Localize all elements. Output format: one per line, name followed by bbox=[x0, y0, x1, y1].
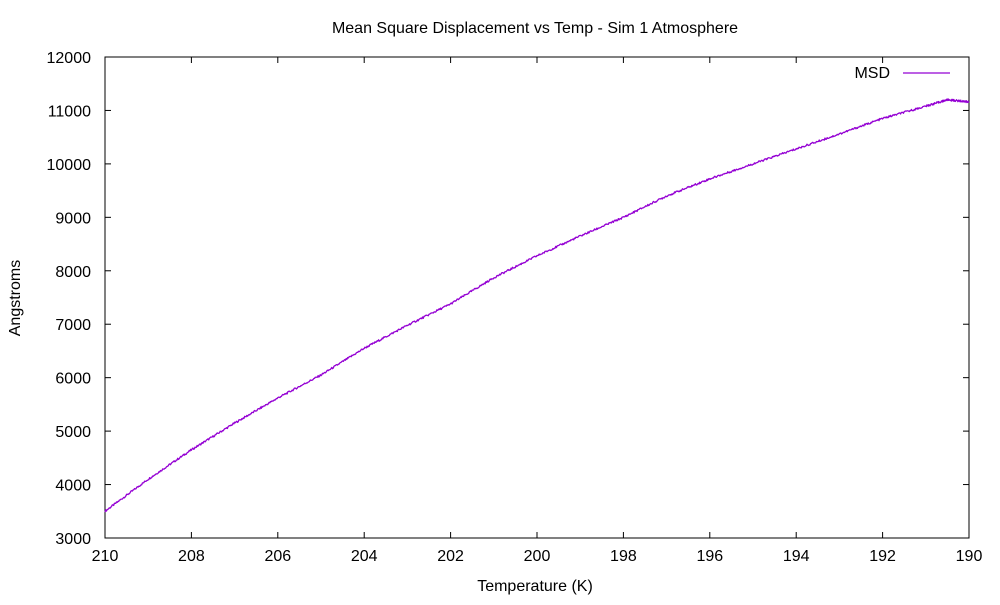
axis-tick-labels: 210 208 206 204 202 200 198 196 194 192 190 3000 400… bbox=[47, 50, 983, 565]
y-tick-label-11000: 11000 bbox=[48, 103, 91, 120]
y-tick-label-10000: 10000 bbox=[47, 157, 92, 174]
series-line-msd bbox=[104, 98, 970, 513]
x-tick-label-206: 206 bbox=[264, 548, 291, 565]
y-tick-label-5000: 5000 bbox=[55, 424, 91, 441]
y-tick-label-6000: 6000 bbox=[55, 371, 91, 388]
y-tick-label-8000: 8000 bbox=[55, 264, 91, 281]
y-tick-label-12000: 12000 bbox=[47, 50, 92, 67]
x-tick-label-198: 198 bbox=[610, 548, 637, 565]
series-group bbox=[104, 98, 970, 513]
x-tick-label-204: 204 bbox=[351, 548, 378, 565]
axis-ticks bbox=[104, 56, 970, 539]
chart-title: Mean Square Displacement vs Temp - Sim 1… bbox=[332, 20, 738, 37]
x-tick-label-194: 194 bbox=[783, 548, 810, 565]
x-tick-label-190: 190 bbox=[956, 548, 983, 565]
legend-label-msd: MSD bbox=[854, 65, 890, 82]
y-tick-label-3000: 3000 bbox=[55, 531, 91, 548]
legend: MSD bbox=[854, 65, 950, 82]
x-tick-label-210: 210 bbox=[92, 548, 119, 565]
x-tick-label-200: 200 bbox=[524, 548, 551, 565]
x-tick-label-208: 208 bbox=[178, 548, 205, 565]
y-tick-label-9000: 9000 bbox=[55, 210, 91, 227]
x-tick-label-202: 202 bbox=[437, 548, 464, 565]
x-tick-label-192: 192 bbox=[869, 548, 896, 565]
y-axis-label: Angstroms bbox=[7, 260, 24, 336]
y-tick-label-4000: 4000 bbox=[55, 478, 91, 495]
plot-frame bbox=[104, 56, 970, 539]
y-tick-label-7000: 7000 bbox=[55, 317, 91, 334]
x-tick-label-196: 196 bbox=[696, 548, 723, 565]
x-axis-label: Temperature (K) bbox=[477, 578, 593, 595]
